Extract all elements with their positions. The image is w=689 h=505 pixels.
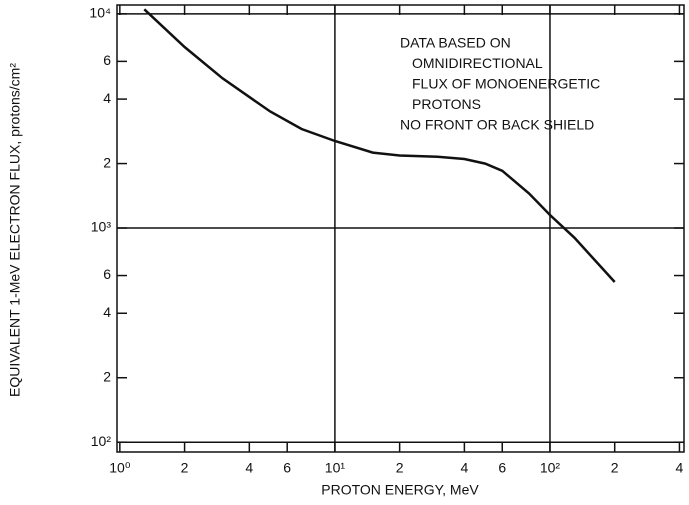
x-tick-label: 6	[498, 460, 506, 476]
y-tick-label: 4	[103, 90, 111, 106]
annotation: NO FRONT OR BACK SHIELD	[400, 117, 594, 133]
x-tick-label: 2	[611, 460, 619, 476]
x-tick-label: 10²	[540, 460, 561, 476]
y-tick-label: 4	[103, 304, 111, 320]
y-tick-label: 2	[103, 154, 111, 170]
x-tick-label: 2	[396, 460, 404, 476]
y-tick-label: 10³	[91, 219, 112, 235]
y-tick-label: 10²	[91, 433, 112, 449]
x-tick-label: 6	[283, 460, 291, 476]
y-axis-label: EQUIVALENT 1-MeV ELECTRON FLUX, protons/…	[7, 63, 23, 397]
data-line	[143, 8, 616, 283]
x-tick-label: 10⁰	[109, 460, 131, 476]
x-axis-label: PROTON ENERGY, MeV	[321, 482, 479, 498]
annotation: PROTONS	[412, 96, 481, 112]
y-tick-label: 10⁴	[89, 5, 111, 21]
y-tick-label: 6	[103, 266, 111, 282]
x-tick-label: 10¹	[325, 460, 346, 476]
x-tick-label: 4	[676, 460, 684, 476]
annotation: OMNIDIRECTIONAL	[412, 55, 543, 71]
x-tick-label: 4	[460, 460, 468, 476]
x-tick-label: 2	[181, 460, 189, 476]
annotation: FLUX OF MONOENERGETIC	[412, 76, 600, 92]
y-tick-label: 2	[103, 368, 111, 384]
annotation: DATA BASED ON	[400, 35, 511, 51]
y-tick-label: 6	[103, 52, 111, 68]
x-tick-label: 4	[245, 460, 253, 476]
